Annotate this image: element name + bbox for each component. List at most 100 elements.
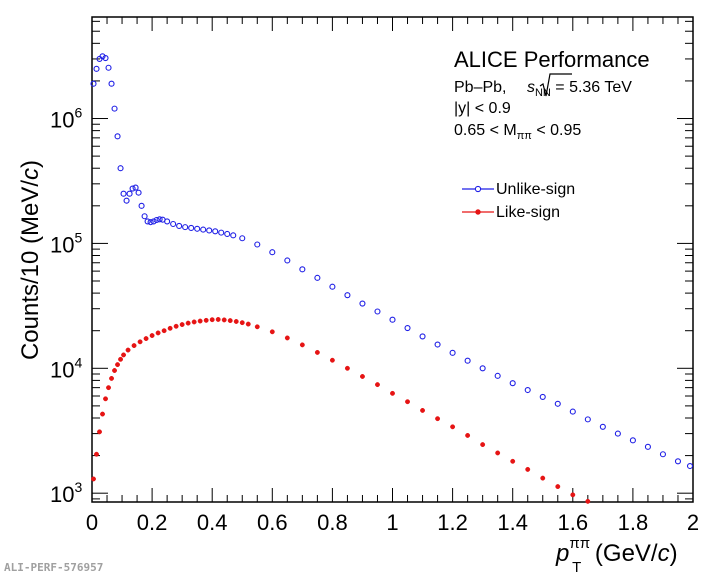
data-point [314, 349, 320, 355]
data-point [629, 437, 636, 444]
x-tick-labels: 0 0.2 0.4 0.6 0.8 1 1.2 1.4 1.6 1.8 2 [86, 510, 699, 535]
data-point [450, 424, 456, 430]
data-point [644, 443, 651, 450]
data-point [209, 317, 215, 323]
data-point [106, 385, 111, 391]
data-point [329, 283, 336, 290]
data-point [164, 218, 171, 225]
data-point [404, 325, 411, 332]
annotation-mass-cut: 0.65 < Mππ < 0.95 [454, 122, 581, 142]
axis-ticks [91, 17, 694, 502]
data-point [131, 343, 137, 349]
data-point [480, 442, 486, 448]
data-point [375, 382, 380, 388]
data-point [185, 320, 191, 326]
legend-label-like: Like-sign [496, 204, 560, 221]
data-point [129, 185, 136, 192]
y-axis-label: Counts/10 (MeV/c) [17, 160, 44, 360]
annotation-rapidity: |y| < 0.9 [454, 100, 511, 117]
data-point [245, 321, 251, 327]
x-tick-label: 1.8 [618, 510, 649, 535]
data-point [239, 320, 245, 326]
data-point [314, 274, 321, 281]
data-point [525, 466, 531, 472]
data-point [299, 342, 305, 348]
data-point [118, 356, 123, 362]
data-point [540, 475, 546, 481]
data-point [494, 372, 501, 379]
data-point [147, 219, 154, 226]
data-point [524, 386, 531, 394]
data-point [132, 184, 139, 191]
data-point [299, 266, 306, 273]
series-unlike-sign [90, 53, 694, 470]
data-point [555, 484, 561, 490]
data-point [554, 400, 561, 407]
data-point [374, 308, 381, 315]
data-point [224, 230, 231, 238]
data-point [360, 374, 365, 379]
data-point [389, 316, 396, 323]
data-point [143, 336, 149, 342]
data-point [539, 393, 546, 400]
data-point [284, 257, 291, 264]
data-point [206, 227, 213, 234]
data-point [495, 450, 501, 456]
data-point [212, 228, 219, 235]
data-point [197, 318, 203, 324]
legend-marker-like [475, 209, 481, 215]
series-like-sign [91, 317, 591, 504]
data-point [182, 224, 189, 231]
data-point [221, 317, 227, 323]
data-point [449, 349, 456, 356]
data-point [120, 190, 127, 197]
y-tick-labels: 103 104 105 106 [50, 105, 82, 508]
data-point [91, 476, 96, 482]
data-point [269, 329, 275, 335]
data-point [97, 429, 102, 435]
data-point [479, 365, 486, 372]
data-point [254, 241, 261, 248]
data-point [239, 235, 246, 242]
sqrt-sign-icon [539, 73, 572, 97]
data-point [117, 165, 124, 172]
x-tick-label: 0.8 [317, 510, 348, 535]
data-point [569, 408, 576, 415]
x-tick-label: 1.6 [558, 510, 589, 535]
data-point [135, 189, 142, 196]
data-point [99, 53, 106, 60]
data-point [435, 416, 441, 422]
data-point [659, 451, 667, 458]
data-point [194, 225, 201, 232]
data-point [215, 317, 221, 322]
x-tick-label: 0.2 [137, 510, 168, 535]
data-point [126, 190, 133, 197]
data-point [188, 224, 195, 231]
y-tick-label: 106 [50, 105, 82, 133]
data-point [105, 64, 112, 71]
data-point [570, 492, 576, 498]
data-point [191, 319, 197, 325]
data-point [269, 249, 276, 256]
data-point [103, 396, 108, 402]
data-point [108, 80, 115, 87]
data-point [102, 54, 109, 62]
data-point [599, 423, 606, 430]
data-point [90, 80, 97, 87]
data-point [144, 218, 151, 225]
x-tick-label: 1.4 [497, 510, 528, 535]
data-point [123, 197, 130, 204]
data-point [434, 341, 441, 348]
legend-marker-unlike [474, 185, 482, 193]
y-tick-label: 103 [50, 479, 82, 507]
x-tick-label: 1.2 [437, 510, 468, 535]
data-point [170, 220, 177, 228]
x-tick-label: 2 [687, 510, 699, 535]
data-point [121, 352, 127, 358]
y-tick-label: 104 [50, 354, 82, 382]
data-point [344, 365, 350, 371]
legend-label-unlike: Unlike-sign [496, 181, 575, 198]
data-series [90, 53, 694, 504]
data-point [112, 368, 117, 373]
data-point [138, 202, 145, 209]
